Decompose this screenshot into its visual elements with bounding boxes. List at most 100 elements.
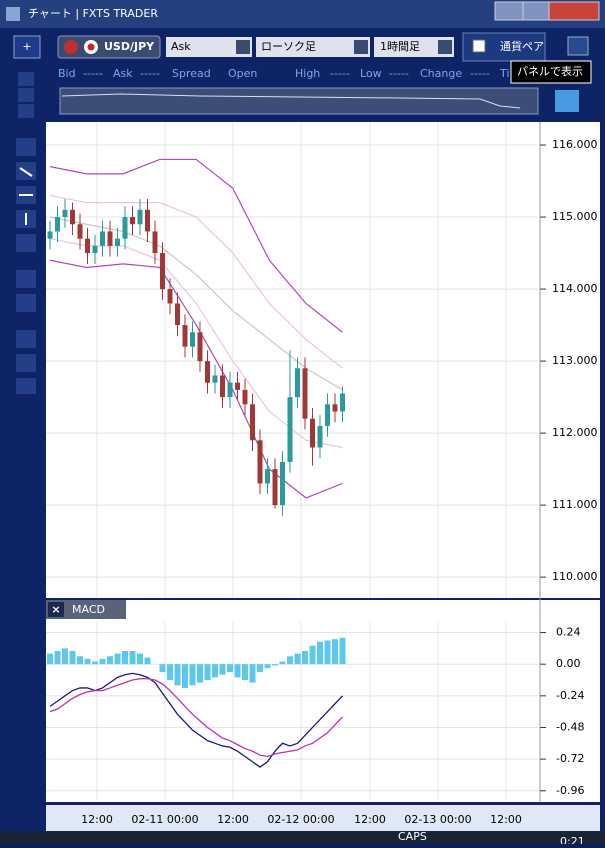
timeframe: 1時間足: [380, 40, 420, 53]
histogram-bar: [272, 664, 278, 666]
tool-icon[interactable]: [16, 354, 36, 372]
close-button[interactable]: [548, 1, 600, 21]
candle-body: [130, 217, 135, 225]
candle-body: [287, 397, 293, 462]
candle-body: [295, 368, 300, 398]
checkbox[interactable]: [472, 39, 486, 53]
candle-body: [175, 303, 180, 326]
histogram-bar: [264, 664, 271, 669]
tool-icon[interactable]: [18, 72, 34, 86]
panel-button[interactable]: [567, 36, 589, 56]
y-tick-label: 115.000: [552, 210, 598, 223]
y-tick-label: 111.000: [552, 498, 598, 511]
quote-field: Ti: [499, 67, 509, 80]
time-axis: [46, 805, 600, 831]
pair-label: 通貨ペア: [500, 39, 544, 53]
candle-body: [325, 404, 330, 426]
chart-type: ローソク足: [261, 40, 316, 53]
tool-icon[interactable]: [18, 104, 34, 118]
price-side: Ask: [171, 40, 191, 53]
histogram-bar: [242, 664, 248, 681]
tool-icons: [16, 72, 36, 394]
macd-close[interactable]: [48, 602, 64, 617]
histogram-bar: [332, 639, 338, 665]
histogram-bar: [339, 637, 346, 665]
candle-body: [220, 375, 225, 398]
histogram-bar: [189, 664, 196, 686]
symbol: USD/JPY: [104, 40, 155, 53]
tool-icon[interactable]: [16, 138, 36, 156]
candle-body: [85, 238, 90, 254]
candle-body: [250, 404, 255, 441]
add-button[interactable]: [13, 35, 41, 59]
quote-field: Bid: [58, 67, 76, 80]
histogram-bar: [84, 658, 91, 665]
histogram-bar: [137, 653, 143, 665]
histogram-bar: [144, 657, 151, 665]
candle-body: [122, 217, 128, 239]
y-tick-label: 114.000: [552, 282, 598, 295]
price-axis: [540, 122, 600, 598]
navigator-line: [61, 93, 521, 109]
dropdown-arrow: [354, 40, 368, 54]
quote-field: Spread: [172, 67, 211, 80]
candle-body: [92, 245, 98, 254]
tooltip-text: パネルで表示: [517, 64, 583, 78]
tool-icon[interactable]: [16, 270, 36, 288]
candle-body: [115, 238, 120, 246]
x-tick-label: 02-11 00:00: [131, 813, 198, 826]
macd-close-icon: ×: [51, 603, 60, 616]
dropdown-arrow: [438, 40, 452, 54]
candle-body: [107, 231, 113, 246]
tool-icon[interactable]: [16, 234, 36, 252]
timeframe-select[interactable]: [374, 37, 454, 57]
y-tick-label: -0.24: [556, 689, 584, 702]
histogram-bar: [287, 656, 293, 665]
tool-icon[interactable]: [16, 294, 36, 312]
histogram-bar: [234, 664, 241, 678]
candle-body: [77, 224, 83, 239]
y-tick-label: -0.48: [556, 720, 584, 733]
macd-line: [49, 672, 343, 768]
bollinger-band: [49, 216, 343, 391]
price-side-select[interactable]: [166, 37, 252, 57]
histogram-bar: [309, 645, 316, 665]
navigator-button[interactable]: [555, 90, 579, 112]
minimize-button[interactable]: [494, 1, 524, 21]
x-tick-label: 12:00: [217, 813, 249, 826]
candle-body: [62, 209, 68, 218]
x-tick-label: 12:00: [354, 813, 386, 826]
quote-field: -----: [470, 67, 490, 80]
candle-body: [100, 231, 105, 246]
candle-body: [235, 382, 240, 390]
histogram-bar: [92, 661, 98, 665]
quote-field: -----: [389, 67, 409, 80]
tooltip: [510, 60, 592, 84]
y-tick-label: 110.000: [552, 570, 598, 583]
quote-field: -----: [140, 67, 160, 80]
chart-type-select[interactable]: [256, 37, 370, 57]
clock: 0:21: [560, 835, 585, 844]
tool-icon[interactable]: [16, 378, 36, 394]
histogram-bar: [279, 661, 286, 665]
histogram-bar: [302, 651, 308, 665]
pair-button[interactable]: [462, 32, 546, 62]
candle-body: [317, 425, 323, 448]
tool-icon[interactable]: [16, 330, 36, 348]
tool-icon[interactable]: [18, 88, 34, 102]
tool-glyph: [19, 167, 33, 177]
window-title: チャート | FXTS TRADER: [28, 7, 158, 20]
flag-jp-dot: [87, 43, 95, 51]
symbol-button[interactable]: [57, 35, 161, 59]
histogram-bar: [54, 651, 61, 665]
quote-field: -----: [83, 67, 103, 80]
maximize-button[interactable]: [522, 1, 550, 21]
histogram-bar: [294, 653, 301, 665]
histogram-bar: [159, 664, 166, 673]
candle-body: [340, 393, 345, 412]
candle-body: [197, 332, 203, 362]
y-tick-label: 0.00: [556, 657, 581, 670]
histogram-bar: [317, 641, 323, 665]
y-tick-label: 112.000: [552, 426, 598, 439]
